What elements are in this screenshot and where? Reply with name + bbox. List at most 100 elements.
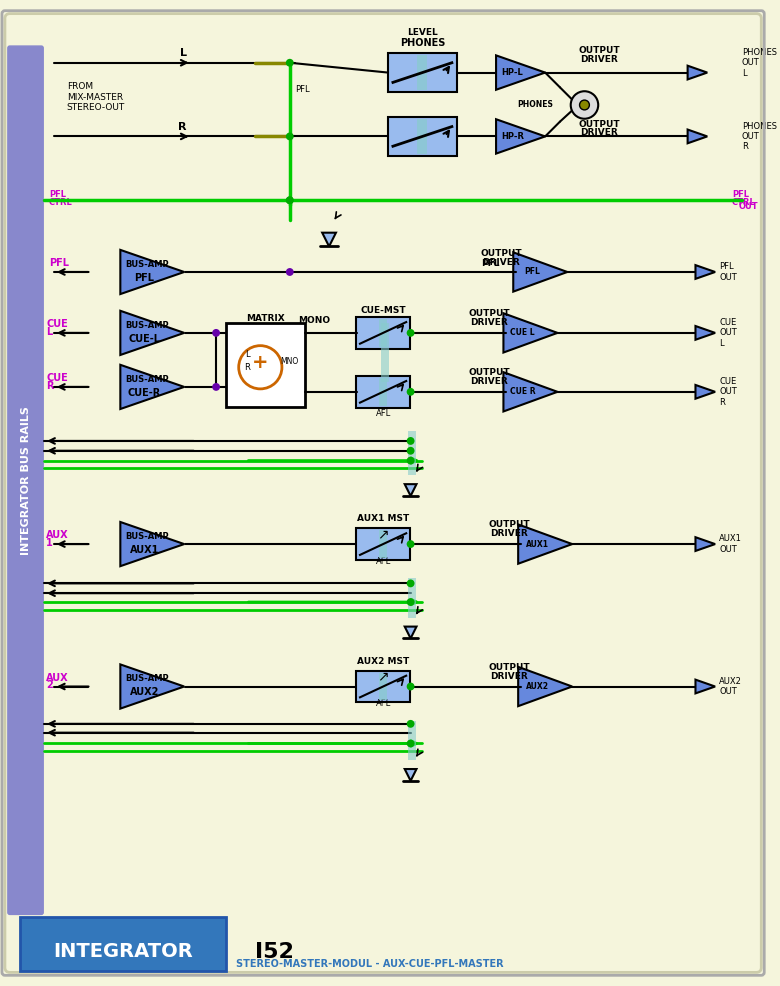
- Polygon shape: [405, 484, 417, 496]
- Circle shape: [212, 329, 220, 337]
- Bar: [379, 530, 387, 558]
- Text: PHONES
OUT
L: PHONES OUT L: [742, 48, 777, 78]
- Text: I52: I52: [255, 942, 294, 961]
- Circle shape: [406, 540, 414, 548]
- Bar: [408, 579, 416, 618]
- Polygon shape: [120, 665, 184, 709]
- Text: CTRL: CTRL: [49, 198, 73, 207]
- Text: PFL: PFL: [295, 85, 310, 95]
- Text: AUX: AUX: [46, 530, 69, 540]
- Text: AFL: AFL: [375, 699, 391, 708]
- Circle shape: [406, 457, 414, 464]
- Text: ↗: ↗: [378, 528, 389, 541]
- FancyBboxPatch shape: [8, 46, 43, 914]
- Bar: [356, 376, 410, 407]
- Polygon shape: [696, 537, 715, 551]
- Polygon shape: [518, 525, 573, 564]
- Circle shape: [285, 196, 294, 204]
- Circle shape: [285, 268, 294, 276]
- Text: R: R: [245, 363, 250, 372]
- Polygon shape: [120, 365, 184, 409]
- Polygon shape: [696, 385, 715, 398]
- Polygon shape: [688, 66, 707, 80]
- Polygon shape: [696, 265, 715, 279]
- Polygon shape: [405, 769, 417, 781]
- Text: OUT: OUT: [739, 202, 758, 211]
- Text: PFL: PFL: [49, 190, 66, 199]
- Text: AFL: AFL: [375, 557, 391, 566]
- Circle shape: [406, 720, 414, 728]
- Circle shape: [285, 132, 294, 140]
- Text: PHONES
OUT
R: PHONES OUT R: [742, 121, 777, 151]
- Polygon shape: [322, 233, 336, 246]
- Text: OUTPUT: OUTPUT: [579, 46, 620, 55]
- Text: DRIVER: DRIVER: [580, 55, 618, 64]
- Text: OUTPUT: OUTPUT: [488, 521, 530, 529]
- Circle shape: [406, 580, 414, 588]
- Circle shape: [580, 100, 590, 109]
- Polygon shape: [513, 252, 567, 292]
- Bar: [379, 378, 387, 405]
- Bar: [381, 323, 389, 382]
- Text: CUE
OUT
L: CUE OUT L: [719, 317, 737, 348]
- Text: DRIVER: DRIVER: [490, 671, 528, 680]
- Polygon shape: [696, 326, 715, 340]
- Text: PFL: PFL: [134, 273, 154, 283]
- Text: 2: 2: [46, 680, 53, 690]
- FancyBboxPatch shape: [5, 14, 761, 972]
- Text: AUX2
OUT: AUX2 OUT: [719, 676, 742, 696]
- Text: AUX: AUX: [46, 672, 69, 682]
- Text: PFL
OUT: PFL OUT: [719, 262, 737, 282]
- Text: PHONES: PHONES: [399, 38, 445, 48]
- Bar: [408, 721, 416, 760]
- Polygon shape: [503, 372, 558, 411]
- Text: R: R: [46, 381, 54, 390]
- Text: AUX2 MST: AUX2 MST: [357, 657, 410, 666]
- Text: HP-R: HP-R: [501, 132, 524, 141]
- Text: +: +: [252, 353, 268, 372]
- Text: OUTPUT: OUTPUT: [488, 663, 530, 671]
- Text: PFL: PFL: [49, 258, 69, 268]
- Text: PFL: PFL: [732, 190, 749, 199]
- Polygon shape: [496, 55, 545, 90]
- Polygon shape: [518, 667, 573, 706]
- Text: DRIVER: DRIVER: [482, 258, 519, 267]
- Text: CUE L: CUE L: [510, 328, 535, 337]
- Bar: [379, 319, 387, 347]
- Text: L: L: [46, 326, 52, 337]
- Text: MNO: MNO: [280, 357, 298, 367]
- Bar: [408, 431, 416, 475]
- Text: AUX1
OUT: AUX1 OUT: [719, 534, 742, 554]
- Circle shape: [406, 447, 414, 455]
- Text: R: R: [178, 121, 186, 131]
- Text: DRIVER: DRIVER: [490, 529, 528, 538]
- Text: PFL: PFL: [481, 259, 500, 268]
- Text: LEVEL: LEVEL: [407, 29, 438, 37]
- Polygon shape: [496, 119, 545, 154]
- Text: INTEGRATOR: INTEGRATOR: [53, 943, 193, 961]
- Bar: [356, 317, 410, 349]
- Text: CUE: CUE: [46, 373, 68, 383]
- Text: DRIVER: DRIVER: [470, 318, 508, 327]
- Polygon shape: [120, 522, 184, 566]
- Circle shape: [406, 740, 414, 747]
- Bar: [356, 528, 410, 560]
- Text: PHONES: PHONES: [517, 101, 553, 109]
- Circle shape: [571, 92, 598, 118]
- Text: L: L: [179, 48, 186, 58]
- Circle shape: [239, 346, 282, 388]
- Text: PFL: PFL: [524, 267, 541, 276]
- Text: CUE: CUE: [46, 319, 68, 329]
- Text: BUS-AMP: BUS-AMP: [126, 531, 169, 540]
- Bar: [388, 53, 457, 93]
- Circle shape: [406, 387, 414, 395]
- Text: DRIVER: DRIVER: [580, 128, 618, 137]
- Text: DRIVER: DRIVER: [470, 377, 508, 386]
- Text: BUS-AMP: BUS-AMP: [126, 375, 169, 384]
- Text: OUTPUT: OUTPUT: [480, 249, 522, 258]
- Circle shape: [406, 599, 414, 606]
- Polygon shape: [688, 129, 707, 143]
- Text: CUE-L: CUE-L: [129, 334, 161, 344]
- Text: CUE-R: CUE-R: [128, 387, 161, 397]
- Text: CUE R: CUE R: [510, 387, 535, 396]
